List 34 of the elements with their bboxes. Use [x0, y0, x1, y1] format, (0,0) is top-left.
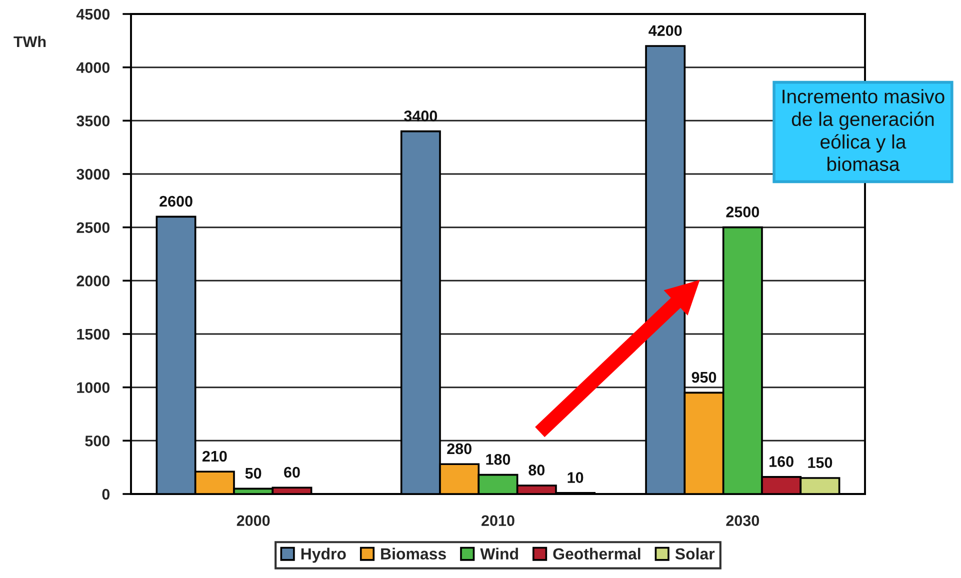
- annotation: Incremento masivo de la generación eólica y la biomasa: [782, 89, 944, 172]
- data-label: 50: [245, 468, 262, 479]
- x-tick-label: 2030: [726, 515, 760, 526]
- y-tick-label: 3000: [76, 168, 110, 180]
- x-tick-label: 2000: [236, 515, 270, 526]
- legend-label: Hydro: [301, 548, 346, 563]
- data-label: 2600: [160, 196, 192, 207]
- y-tick-label: 3500: [76, 116, 110, 126]
- data-label: 80: [528, 464, 545, 476]
- y-tick-label: 2000: [76, 276, 110, 286]
- data-label: 10: [568, 472, 584, 483]
- data-label: 150: [808, 457, 832, 468]
- data-label: 2500: [726, 206, 760, 218]
- legend-label: Solar: [675, 548, 715, 560]
- data-label: 3400: [404, 110, 438, 122]
- data-label: 950: [692, 372, 716, 383]
- y-tick-label: 1500: [77, 328, 110, 340]
- y-tick-label: 4000: [76, 62, 110, 74]
- y-tick-label: 0: [102, 488, 110, 500]
- data-label: 4200: [648, 25, 682, 36]
- legend-label: Geothermal: [553, 548, 640, 560]
- x-tick-label: 2010: [482, 515, 514, 526]
- y-tick-label: 4500: [76, 8, 110, 20]
- data-label: 180: [486, 454, 510, 465]
- y-tick-label: 1000: [77, 382, 110, 394]
- data-label: 280: [447, 443, 472, 454]
- data-label: 160: [770, 456, 794, 467]
- y-tick-label: 500: [85, 436, 110, 446]
- legend-label: Wind: [480, 548, 518, 560]
- legend-label: Biomass: [381, 548, 446, 560]
- y-axis-title: TWh: [14, 36, 46, 47]
- data-label: 210: [202, 450, 227, 462]
- data-label: 60: [284, 466, 300, 478]
- y-tick-label: 2500: [76, 222, 110, 234]
